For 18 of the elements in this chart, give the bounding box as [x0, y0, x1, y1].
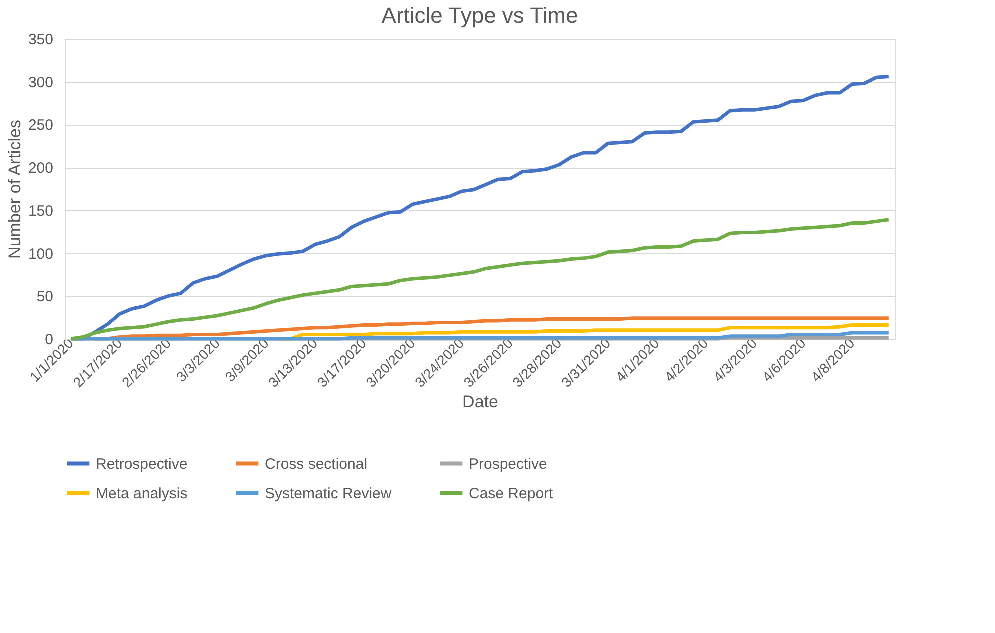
legend-label: Case Report	[469, 486, 554, 502]
legend-label: Cross sectional	[265, 456, 368, 473]
y-tick-label: 300	[28, 74, 54, 92]
line-series	[69, 331, 891, 341]
legend-label: Retrospective	[96, 456, 188, 473]
y-tick-label: 50	[36, 288, 54, 306]
y-tick-label: 350	[28, 32, 54, 48]
legend-label: Meta analysis	[96, 486, 188, 502]
line-series	[69, 218, 891, 341]
legend-label: Prospective	[469, 456, 548, 473]
y-tick-label: 250	[28, 117, 54, 134]
y-axis-title: Number of Articles	[5, 120, 24, 259]
y-tick-label: 100	[28, 246, 54, 263]
legend-label: Systematic Review	[265, 486, 392, 502]
y-tick-label: 200	[28, 160, 54, 178]
x-axis-title: Date	[462, 392, 498, 412]
chart-title: Article Type vs Time	[382, 3, 578, 28]
y-tick-label: 150	[28, 202, 54, 220]
